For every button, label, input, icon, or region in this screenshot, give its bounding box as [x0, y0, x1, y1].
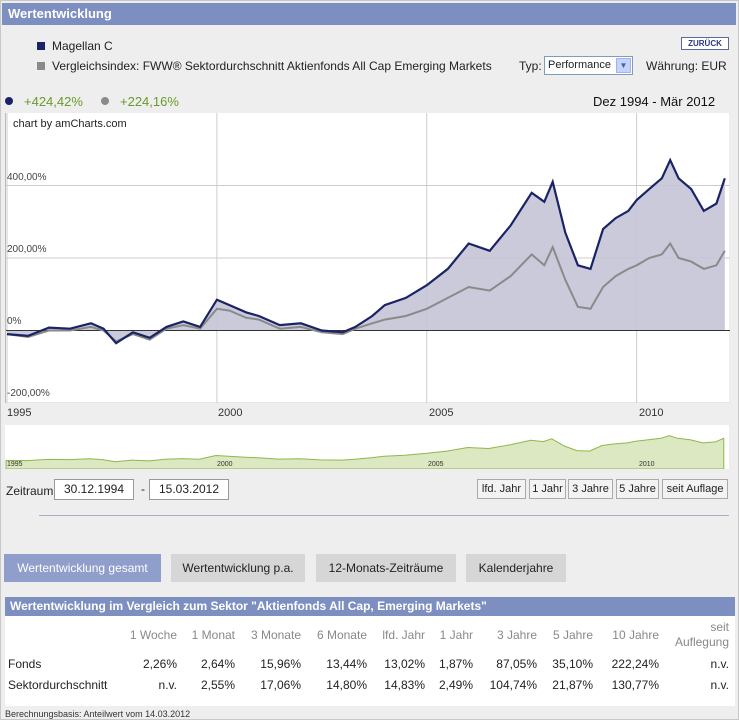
x-tick-label: 1995 [7, 407, 32, 419]
range-button-3-jahre[interactable]: 3 Jahre [568, 479, 613, 499]
table-cell: 1,87% [438, 657, 473, 671]
column-header: 1 Jahr [439, 628, 473, 642]
range-button-1-jahr[interactable]: 1 Jahr [529, 479, 566, 499]
x-tick-label: 2005 [429, 407, 454, 419]
column-header: 10 Jahre [612, 628, 659, 642]
tab-kalenderjahre[interactable]: Kalenderjahre [466, 554, 566, 582]
table-cell: 87,05% [496, 657, 537, 671]
y-tick-label: 200,00% [7, 244, 47, 255]
index-series-line [6, 241, 726, 343]
tab-wertentwicklung-pa[interactable]: Wertentwicklung p.a. [171, 554, 305, 582]
table-title: Wertentwicklung im Vergleich zum Sektor … [5, 597, 735, 616]
table-cell: 35,10% [552, 657, 593, 671]
panel-title: Wertentwicklung [2, 3, 736, 25]
table-cell: 17,06% [260, 678, 301, 692]
column-header: lfd. Jahr [382, 628, 425, 642]
range-button-5-jahre[interactable]: 5 Jahre [616, 479, 659, 499]
row-label: Fonds [8, 657, 42, 671]
table-cell: 14,80% [326, 678, 367, 692]
column-header: 1 Woche [129, 628, 177, 642]
typ-label: Typ: [519, 59, 542, 73]
tab-wertentwicklung-gesamt[interactable]: Wertentwicklung gesamt [4, 554, 161, 582]
legend-index: Vergleichsindex: FWW® Sektordurchschnitt… [37, 59, 492, 73]
zeitraum-label: Zeitraum: [6, 484, 57, 498]
currency-label: Währung: EUR [646, 59, 727, 73]
column-header: 6 Monate [316, 628, 367, 642]
column-header: seit [710, 620, 729, 634]
legend-index-label: Vergleichsindex: FWW® Sektordurchschnitt… [52, 59, 492, 73]
comparison-table: 1 Woche 1 Monat 3 Monate 6 Monate lfd. J… [5, 616, 735, 706]
table-cell: 222,24% [611, 657, 659, 671]
x-tick-label: 2010 [639, 407, 664, 419]
index-performance: +224,16% [120, 94, 179, 109]
table-cell: 2,26% [142, 657, 177, 671]
tab-12-monats-zeitraeume[interactable]: 12-Monats-Zeiträume [316, 554, 456, 582]
chart-scroller[interactable]: 1995 2000 2005 2010 [5, 425, 729, 470]
scroller-area [5, 435, 725, 470]
table-cell: 130,77% [611, 678, 659, 692]
table-cell: 14,83% [384, 678, 425, 692]
scroller-year-label: 2010 [639, 461, 655, 468]
fund-square-icon [37, 42, 45, 50]
table-cell: 104,74% [489, 678, 537, 692]
fund-series-line [6, 157, 726, 345]
table-cell: 2,55% [200, 678, 235, 692]
x-tick-label: 2000 [218, 407, 243, 419]
chart-credit[interactable]: chart by amCharts.com [8, 115, 134, 133]
date-from-input[interactable]: 30.12.1994 [54, 479, 134, 500]
table-cell: n.v. [158, 678, 177, 692]
typ-select-value: Performance [548, 59, 611, 71]
table-cell: 2,64% [200, 657, 235, 671]
table-cell: n.v. [710, 678, 729, 692]
column-header: Auflegung [674, 635, 729, 649]
main-chart-svg [6, 113, 730, 404]
table-cell: 21,87% [552, 678, 593, 692]
period-label: Dez 1994 - Mär 2012 [593, 94, 716, 109]
scroller-year-label: 1995 [7, 461, 23, 468]
date-to-input[interactable]: 15.03.2012 [149, 479, 229, 500]
back-button[interactable]: ZURÜCK [681, 37, 729, 50]
legend-fund: Magellan C [37, 39, 113, 53]
fund-area [7, 160, 725, 344]
index-dot-icon [101, 97, 109, 105]
chevron-down-icon[interactable]: ▼ [616, 58, 631, 73]
range-button-seit-auflage[interactable]: seit Auflage [662, 479, 728, 499]
typ-select[interactable]: Performance ▼ [544, 56, 633, 75]
fund-dot-icon [5, 97, 13, 105]
fund-performance: +424,42% [24, 94, 83, 109]
y-tick-label: -200,00% [7, 388, 50, 399]
divider [39, 515, 729, 516]
main-chart[interactable] [5, 113, 730, 404]
table-cell: 15,96% [260, 657, 301, 671]
date-separator: - [141, 482, 145, 496]
index-square-icon [37, 62, 45, 70]
table-cell: n.v. [710, 657, 729, 671]
table-cell: 2,49% [438, 678, 473, 692]
column-header: 3 Jahre [496, 628, 537, 642]
legend-fund-label: Magellan C [52, 39, 113, 53]
column-header: 3 Monate [250, 628, 301, 642]
y-tick-label: 400,00% [7, 172, 47, 183]
scroller-svg: 1995 2000 2005 2010 [5, 435, 725, 470]
table-cell: 13,02% [384, 657, 425, 671]
column-header: 5 Jahre [552, 628, 593, 642]
column-header: 1 Monat [191, 628, 235, 642]
scroller-year-label: 2005 [428, 461, 444, 468]
range-button-lfd-jahr[interactable]: lfd. Jahr [477, 479, 526, 499]
table-cell: 13,44% [326, 657, 367, 671]
footer-note: Berechnungsbasis: Anteilwert vom 14.03.2… [5, 709, 191, 719]
scroller-year-label: 2000 [217, 461, 233, 468]
row-label: Sektordurchschnitt [8, 678, 108, 692]
y-tick-label: 0% [7, 316, 22, 327]
